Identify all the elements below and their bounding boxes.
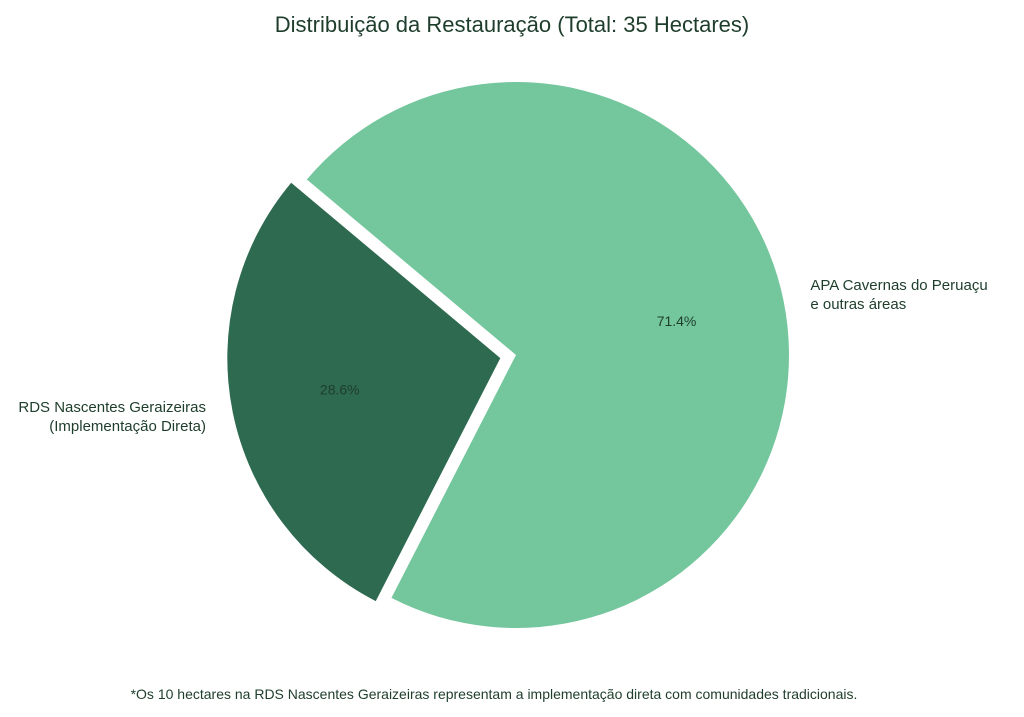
pie-category-label-line: APA Cavernas do Peruaçu bbox=[810, 277, 987, 294]
pie-slices bbox=[227, 82, 790, 628]
pie-percent-label-1: 71.4% bbox=[657, 313, 697, 329]
pie-category-label-0: RDS Nascentes Geraizeiras (Implementação … bbox=[18, 399, 206, 435]
pie-slice-1 bbox=[306, 82, 790, 628]
pie-category-label-line: (Implementação Direta) bbox=[49, 418, 206, 435]
chart-title: Distribuição da Restauração (Total: 35 H… bbox=[274, 12, 750, 37]
pie-slice-0 bbox=[227, 182, 501, 602]
pie-category-label-line: RDS Nascentes Geraizeiras bbox=[18, 399, 206, 416]
chart-footnote: *Os 10 hectares na RDS Nascentes Geraize… bbox=[130, 686, 858, 702]
pie-labels: 28.6% RDS Nascentes Geraizeiras (Implement… bbox=[18, 277, 987, 435]
pie-category-label-1: APA Cavernas do Peruaçu e outras áreas bbox=[810, 277, 987, 313]
pie-percent-label-0: 28.6% bbox=[320, 381, 360, 397]
pie-category-label-line: e outras áreas bbox=[810, 296, 906, 313]
